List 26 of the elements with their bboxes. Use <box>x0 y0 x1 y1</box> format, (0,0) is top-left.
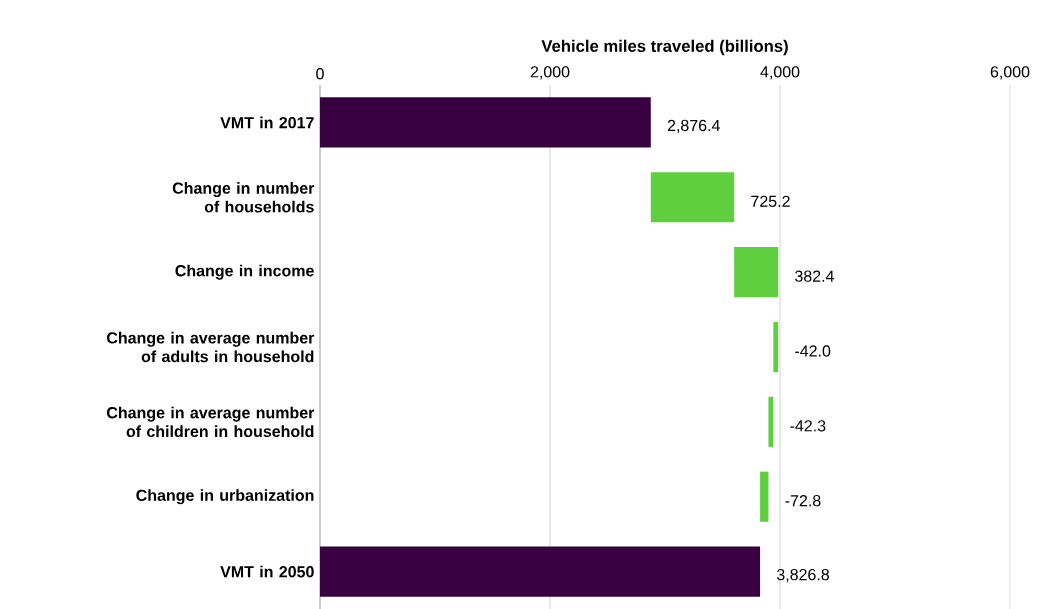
bar <box>768 396 774 447</box>
x-tick-label: 2,000 <box>530 66 570 80</box>
bar <box>320 546 761 597</box>
x-tick-label: 6,000 <box>990 66 1030 80</box>
y-tick-label: Change in average number of adults in household <box>107 331 315 363</box>
x-tick-label: 0 <box>316 68 324 80</box>
data-label: -42.0 <box>795 345 831 357</box>
bar <box>734 247 779 298</box>
y-tick-label: VMT in 2050 <box>220 565 314 578</box>
y-tick-label: Change in urbanization <box>136 489 314 505</box>
y-tick-label: VMT in 2017 <box>220 116 314 129</box>
data-label: 382.4 <box>795 270 834 282</box>
x-tick-label: 4,000 <box>760 66 800 80</box>
data-label: -72.8 <box>785 495 821 507</box>
y-tick-label: Change in number of households <box>172 182 315 213</box>
x-axis-title: Vehicle miles traveled (billions) <box>541 39 788 56</box>
bar <box>650 172 735 223</box>
data-label: 725.2 <box>751 195 790 207</box>
data-label: -42.3 <box>790 420 826 432</box>
y-tick-label: Change in average number of children in household <box>107 406 315 438</box>
bar <box>773 321 779 373</box>
bar <box>320 97 651 148</box>
data-label: 2,876.4 <box>667 119 720 134</box>
data-label: 3,826.8 <box>776 568 830 583</box>
y-tick-label: Change in income <box>175 264 314 280</box>
bar <box>760 471 769 522</box>
